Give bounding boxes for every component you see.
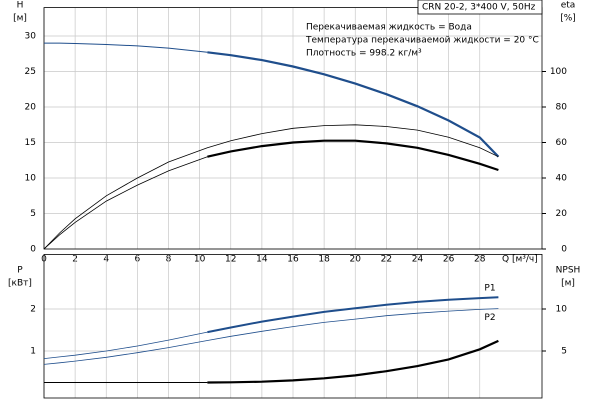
curve: [43, 331, 208, 359]
note: Плотность = 998.2 кг/м³: [306, 49, 422, 59]
curve: [44, 42, 208, 53]
y2-axis-unit: [м]: [561, 279, 575, 289]
y-tick-label: 0: [30, 245, 36, 255]
info-box: [417, 0, 543, 15]
info-box-text: CRN 20-2, 3*400 V, 50Hz: [422, 3, 536, 13]
y2-tick-label: 20: [556, 209, 568, 219]
plot-frame: [43, 253, 543, 399]
y-axis-label: P: [17, 266, 23, 276]
y2-tick-label: 10: [556, 305, 568, 315]
x-axis-label: Q [м³/ч]: [502, 255, 538, 265]
y2-tick-label: 40: [556, 174, 568, 184]
plot-frame: [43, 7, 543, 250]
y-axis-label: H: [17, 1, 24, 11]
curve: [43, 308, 499, 365]
y-tick-label: 25: [25, 67, 36, 77]
y-tick-label: 15: [25, 138, 36, 148]
y2-tick-label: 5: [561, 347, 567, 357]
y2-tick-label: 60: [556, 138, 568, 148]
y-axis-unit: [кВт]: [8, 279, 32, 289]
y-tick-label: 5: [30, 209, 36, 219]
curve: [43, 124, 499, 250]
y-tick-label: 20: [25, 103, 37, 113]
y2-tick-label: 100: [550, 67, 567, 77]
y-tick-label: 1: [30, 347, 36, 357]
y2-tick-label: 0: [561, 245, 567, 255]
y-tick-label: 2: [30, 305, 36, 315]
y2-axis-label: NPSH: [556, 266, 581, 276]
y-tick-label: 30: [25, 32, 37, 42]
curve-label: P2: [484, 313, 495, 323]
curve: [207, 51, 500, 158]
curve-label: P1: [484, 284, 495, 294]
curve: [207, 339, 499, 384]
y-axis-unit: [м]: [13, 14, 27, 24]
curve: [207, 296, 499, 334]
y2-axis-label: eta: [561, 1, 576, 11]
y2-tick-label: 80: [556, 103, 568, 113]
curve: [43, 156, 208, 250]
curve: [207, 139, 499, 172]
y2-axis-unit: [%]: [560, 14, 576, 24]
note: Перекачиваемая жидкость = Вода: [306, 23, 472, 33]
y-tick-label: 10: [25, 174, 37, 184]
note: Температура перекачиваемой жидкости = 20…: [305, 36, 539, 46]
